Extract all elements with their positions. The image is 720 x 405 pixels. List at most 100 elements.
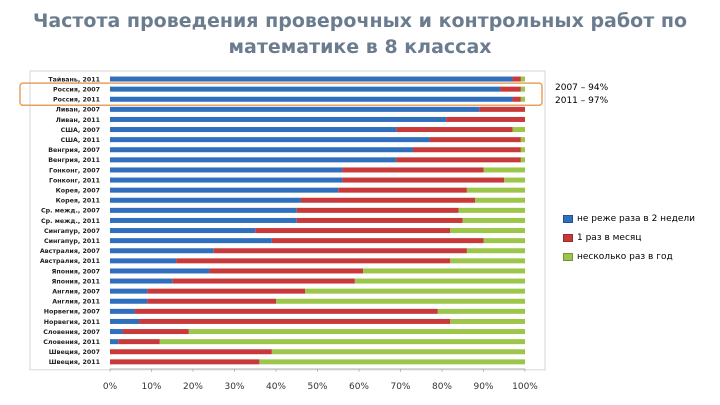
legend-swatch bbox=[563, 214, 573, 223]
x-tick-label: 30% bbox=[224, 382, 244, 392]
bar-segment-series-3 bbox=[483, 167, 525, 173]
bar-segment-series-2 bbox=[412, 147, 521, 153]
bar-segment-series-1 bbox=[110, 137, 430, 143]
bar-segment-series-3 bbox=[354, 278, 525, 284]
russia-highlight-box bbox=[19, 82, 543, 107]
bar-segment-series-3 bbox=[504, 177, 525, 183]
category-label: Австралия, 2011 bbox=[40, 258, 100, 265]
bar-segment-series-1 bbox=[110, 288, 148, 294]
category-label: Гонконг, 2007 bbox=[49, 167, 100, 174]
x-tick-label: 0% bbox=[103, 382, 118, 392]
bar-segment-series-1 bbox=[110, 147, 413, 153]
bar-segment-series-3 bbox=[458, 207, 525, 213]
bar-segment-series-1 bbox=[110, 86, 501, 92]
bar-segment-series-2 bbox=[110, 359, 260, 365]
x-tick-label: 60% bbox=[349, 382, 369, 392]
bar-segment-series-1 bbox=[110, 167, 343, 173]
bar-segment-series-1 bbox=[110, 157, 397, 163]
category-label: Сингапур, 2011 bbox=[44, 238, 100, 245]
bar-segment-series-2 bbox=[296, 217, 463, 223]
bar-segment-series-2 bbox=[342, 167, 484, 173]
bar-segment-series-1 bbox=[110, 187, 339, 193]
category-label: Швеция, 2007 bbox=[49, 349, 100, 356]
bar-segment-series-2 bbox=[342, 177, 505, 183]
bar-segment-series-2 bbox=[396, 157, 521, 163]
bar-segment-series-3 bbox=[483, 238, 525, 244]
category-label: Япония, 2011 bbox=[52, 278, 100, 285]
category-label: Япония, 2007 bbox=[52, 268, 100, 275]
bar-segment-series-2 bbox=[429, 137, 521, 143]
bar-segment-series-1 bbox=[110, 197, 301, 203]
bar-segment-series-3 bbox=[475, 197, 525, 203]
bar-segment-series-2 bbox=[139, 318, 451, 324]
bar-segment-series-3 bbox=[520, 147, 525, 153]
category-label: Сингапур, 2007 bbox=[44, 228, 100, 235]
bar-segment-series-2 bbox=[118, 339, 160, 345]
bar-segment-series-2 bbox=[172, 278, 355, 284]
legend-swatch bbox=[563, 233, 573, 242]
legend-item: несколько раз в год bbox=[563, 247, 695, 266]
bar-segment-series-1 bbox=[110, 258, 177, 264]
bar-segment-series-1 bbox=[110, 238, 272, 244]
legend-label: несколько раз в год bbox=[577, 251, 673, 262]
bar-segment-series-2 bbox=[176, 258, 451, 264]
bar-segment-series-3 bbox=[450, 318, 525, 324]
bar-segment-series-1 bbox=[110, 278, 173, 284]
x-tick-label: 80% bbox=[432, 382, 452, 392]
bar-segment-series-1 bbox=[110, 127, 397, 133]
bar-segment-series-2 bbox=[147, 298, 276, 304]
bar-segment-series-2 bbox=[134, 308, 438, 314]
bar-segment-series-3 bbox=[450, 228, 525, 234]
bar-segment-series-2 bbox=[271, 238, 484, 244]
category-label: Гонконг, 2011 bbox=[49, 177, 100, 184]
bar-segment-series-2 bbox=[209, 268, 364, 274]
category-label: США, 2007 bbox=[61, 127, 100, 134]
category-label: Англия, 2011 bbox=[52, 299, 100, 306]
category-label: Россия, 2011 bbox=[53, 97, 100, 104]
bar-segment-series-1 bbox=[110, 207, 297, 213]
chart-title-line-1: Частота проведения проверочных и контрол… bbox=[32, 10, 688, 32]
bar-segment-series-1 bbox=[110, 217, 297, 223]
bar-segment-series-3 bbox=[512, 127, 525, 133]
bar-segment-series-1 bbox=[110, 308, 135, 314]
x-tick-label: 70% bbox=[390, 382, 410, 392]
bar-segment-series-3 bbox=[259, 359, 525, 365]
category-label: Норвегия, 2011 bbox=[44, 319, 100, 326]
chart-title: Частота проведения проверочных и контрол… bbox=[0, 8, 720, 60]
bar-segment-series-2 bbox=[110, 349, 272, 355]
bar-segment-series-3 bbox=[466, 248, 525, 254]
bar-segment-series-2 bbox=[296, 207, 459, 213]
x-tick-label: 100% bbox=[512, 382, 538, 392]
bar-segment-series-2 bbox=[338, 187, 467, 193]
x-tick-label: 20% bbox=[183, 382, 203, 392]
bar-segment-series-3 bbox=[462, 217, 525, 223]
category-label: Корея, 2007 bbox=[56, 187, 100, 194]
bar-segment-series-1 bbox=[110, 298, 148, 304]
bar-segment-series-3 bbox=[450, 258, 525, 264]
bar-segment-series-3 bbox=[271, 349, 525, 355]
bar-segment-series-3 bbox=[276, 298, 525, 304]
bar-segment-series-3 bbox=[363, 268, 525, 274]
bar-segment-series-3 bbox=[188, 329, 525, 335]
russia-callout: 2007 – 94% 2011 – 97% bbox=[555, 82, 608, 108]
callout-line-2007: 2007 – 94% bbox=[555, 83, 609, 93]
callout-line-2011: 2011 – 97% bbox=[555, 96, 609, 106]
bar-segment-series-3 bbox=[520, 157, 525, 163]
bar-segment-series-3 bbox=[159, 339, 526, 345]
bar-segment-series-1 bbox=[110, 268, 210, 274]
legend-item: 1 раз в месяц bbox=[563, 228, 695, 247]
bar-segment-series-1 bbox=[110, 228, 256, 234]
category-label: Венгрия, 2007 bbox=[48, 147, 100, 154]
category-label: Австралия, 2007 bbox=[40, 248, 100, 255]
x-tick-label: 50% bbox=[307, 382, 327, 392]
bar-segment-series-1 bbox=[110, 329, 123, 335]
category-label: США, 2011 bbox=[61, 137, 100, 144]
bar-segment-series-1 bbox=[110, 177, 343, 183]
bar-segment-series-2 bbox=[479, 106, 525, 112]
category-label: Ливан, 2007 bbox=[56, 107, 100, 114]
category-label: Корея, 2011 bbox=[56, 198, 100, 205]
bar-segment-series-3 bbox=[520, 76, 525, 82]
bar-segment-series-2 bbox=[213, 248, 467, 254]
legend-label: не реже раза в 2 недели bbox=[577, 213, 695, 224]
